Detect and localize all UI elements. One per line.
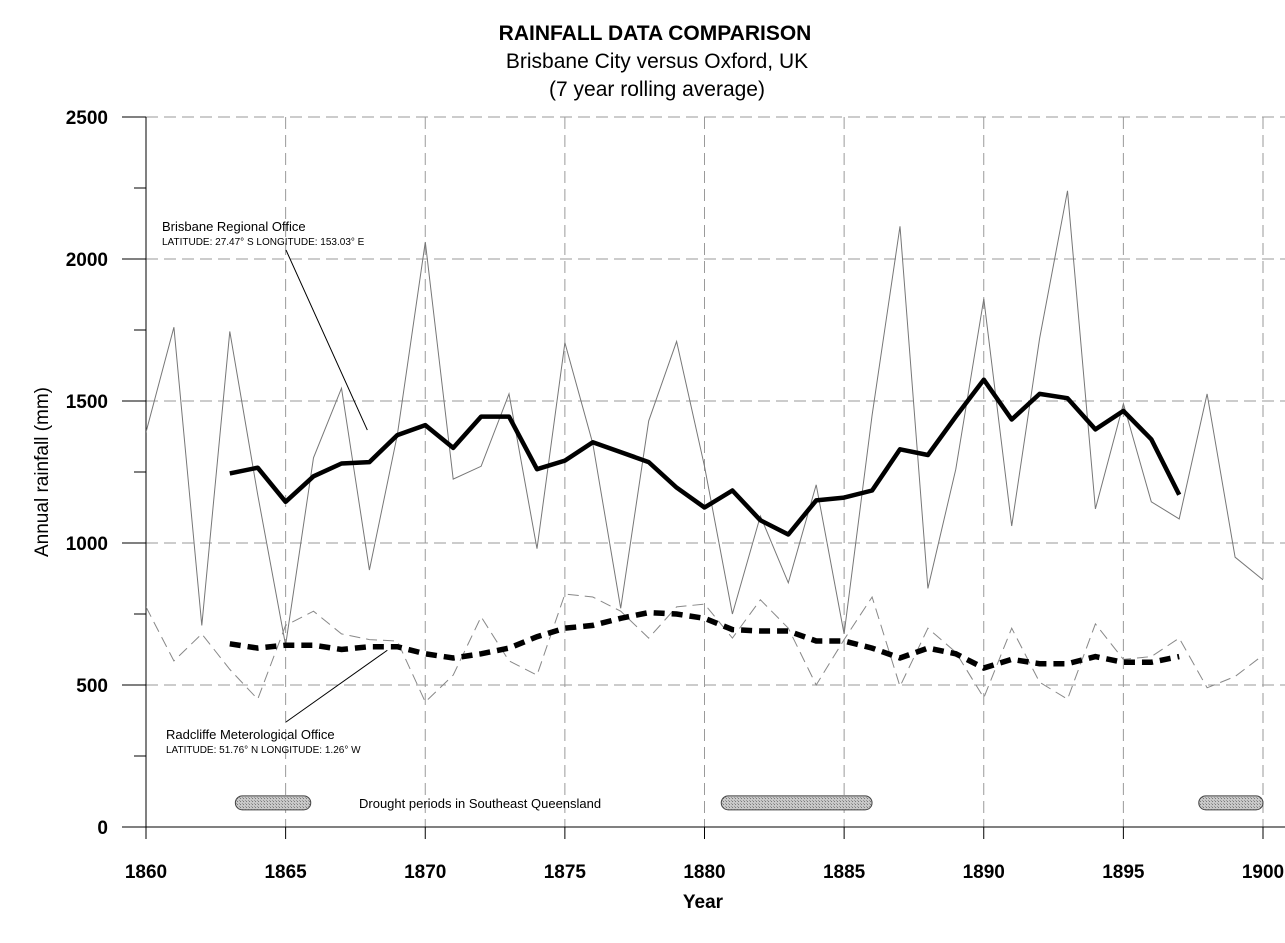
brisbane-station-name: Brisbane Regional Office — [162, 219, 306, 234]
data-point — [201, 633, 202, 634]
data-point — [1263, 655, 1264, 656]
series-line-thin-dashed — [146, 593, 1264, 703]
x-tick-label: 1880 — [683, 862, 725, 883]
data-point — [425, 653, 426, 654]
y-tick-label: 500 — [76, 676, 108, 697]
drought-period-bar — [1198, 795, 1264, 811]
data-point — [257, 699, 258, 700]
x-tick-label: 1895 — [1102, 862, 1145, 883]
data-point — [536, 675, 537, 676]
data-point — [1067, 699, 1068, 700]
data-point — [509, 660, 510, 661]
drought-period-bar — [234, 795, 312, 811]
data-point — [369, 646, 370, 647]
y-tick-label: 2000 — [66, 250, 108, 271]
x-axis-label: Year — [683, 892, 724, 913]
data-point — [1011, 659, 1012, 660]
y-tick-label: 1500 — [66, 392, 108, 413]
x-tick-label: 1875 — [544, 862, 587, 883]
chart-title: RAINFALL DATA COMPARISON — [499, 22, 812, 45]
data-point — [704, 618, 705, 619]
data-point — [1067, 663, 1068, 664]
y-tick-label: 2500 — [66, 108, 108, 129]
data-point — [481, 616, 482, 617]
data-point — [1151, 656, 1152, 657]
y-tick-label: 1000 — [66, 534, 108, 555]
brisbane-leader-line — [285, 249, 368, 431]
brisbane-station-coords: LATITUDE: 27.47° S LONGITUDE: 153.03° E — [162, 237, 365, 248]
data-point — [313, 645, 314, 646]
data-point — [1235, 676, 1236, 677]
data-point — [927, 648, 928, 649]
series-line-thick-solid — [229, 377, 1182, 537]
drought-period-bar — [720, 795, 873, 811]
data-point — [1179, 638, 1180, 639]
data-point — [509, 648, 510, 649]
series-line-thin-solid — [146, 190, 1264, 646]
data-point — [648, 612, 649, 613]
chart-subtitle-line-2: (7 year rolling average) — [549, 78, 765, 101]
data-point — [899, 686, 900, 687]
grid — [146, 116, 1285, 827]
drought-periods-label: Drought periods in Southeast Queensland — [359, 796, 601, 811]
series-line-thick-dashed — [229, 609, 1180, 671]
x-tick-label: 1900 — [1242, 862, 1284, 883]
data-point — [397, 640, 398, 641]
axes: 0 500 1000 1500 2000 2500 1860 1865 1870 1875 1880… — [66, 108, 1285, 883]
annotations: Brisbane Regional Office LATITUDE: 27.47°… — [162, 219, 1264, 811]
radcliffe-station-coords: LATITUDE: 51.76° N LONGITUDE: 1.26° W — [166, 745, 361, 756]
x-tick-label: 1870 — [404, 862, 446, 883]
x-tick-label: 1890 — [963, 862, 1005, 883]
x-tick-label: 1885 — [823, 862, 866, 883]
y-tick-label: 0 — [97, 818, 108, 839]
radcliffe-leader-line — [285, 649, 388, 723]
data-point — [1039, 682, 1040, 683]
radcliffe-station-name: Radcliffe Meterological Office — [166, 727, 335, 742]
x-tick-label: 1865 — [264, 862, 307, 883]
x-tick-label: 1860 — [125, 862, 167, 883]
series-lines — [146, 190, 1264, 703]
chart-subtitle-line-1: Brisbane City versus Oxford, UK — [506, 50, 808, 73]
y-axis-label: Annual rainfall (mm) — [32, 387, 53, 557]
